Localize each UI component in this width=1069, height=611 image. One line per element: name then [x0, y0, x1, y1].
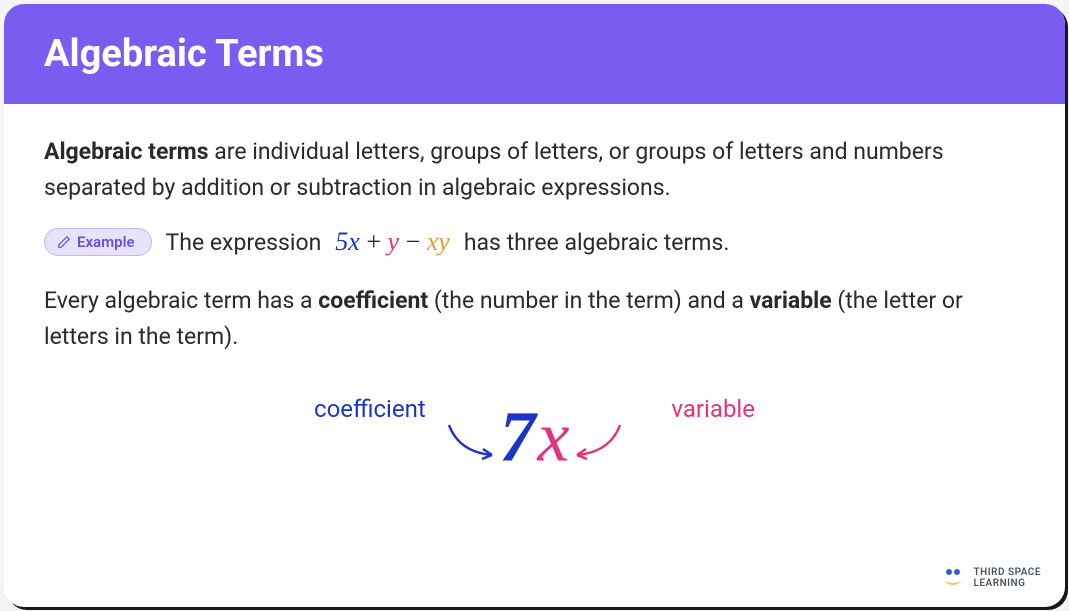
card-title: Algebraic Terms [44, 32, 1025, 76]
example-badge-label: Example [77, 233, 135, 251]
info-card: Algebraic Terms Algebraic terms are indi… [4, 4, 1065, 607]
p2-b1: coefficient [318, 287, 428, 314]
p2-pre: Every algebraic term has a [44, 287, 318, 314]
logo-text: THIRD SPACE LEARNING [974, 567, 1041, 589]
logo-icon [940, 567, 966, 589]
brand-logo: THIRD SPACE LEARNING [940, 567, 1041, 589]
variable-label: variable [671, 395, 755, 423]
example-row: Example The expression 5x + y − xy has t… [44, 227, 1025, 257]
term-diagram: coefficient 7 x variable [44, 377, 1025, 497]
arrow-right-icon [565, 417, 625, 467]
coefficient-value: 7 [500, 395, 536, 478]
example-pre: The expression [166, 229, 322, 256]
example-badge: Example [44, 228, 152, 256]
card-content: Algebraic terms are individual letters, … [4, 104, 1065, 517]
logo-line1: THIRD SPACE [974, 567, 1041, 578]
term-display: 7 x [500, 395, 570, 478]
coefficient-label: coefficient [314, 395, 426, 423]
card-header: Algebraic Terms [4, 4, 1065, 104]
p2-mid: (the number in the term) and a [428, 287, 749, 314]
expr-op1: + [360, 227, 388, 256]
expr-term1: 5x [335, 227, 360, 256]
expr-op2: − [399, 227, 427, 256]
example-post: has three algebraic terms. [464, 229, 730, 256]
expr-term2: y [388, 227, 400, 256]
definition-paragraph: Algebraic terms are individual letters, … [44, 134, 1025, 205]
pencil-icon [57, 235, 71, 249]
p2-b2: variable [750, 287, 832, 314]
example-expression: 5x + y − xy [335, 227, 450, 257]
term-bold: Algebraic terms [44, 138, 209, 165]
logo-line2: LEARNING [974, 578, 1041, 589]
expr-term3: xy [427, 227, 450, 256]
arrow-left-icon [444, 417, 504, 467]
coefficient-paragraph: Every algebraic term has a coefficient (… [44, 283, 1025, 354]
